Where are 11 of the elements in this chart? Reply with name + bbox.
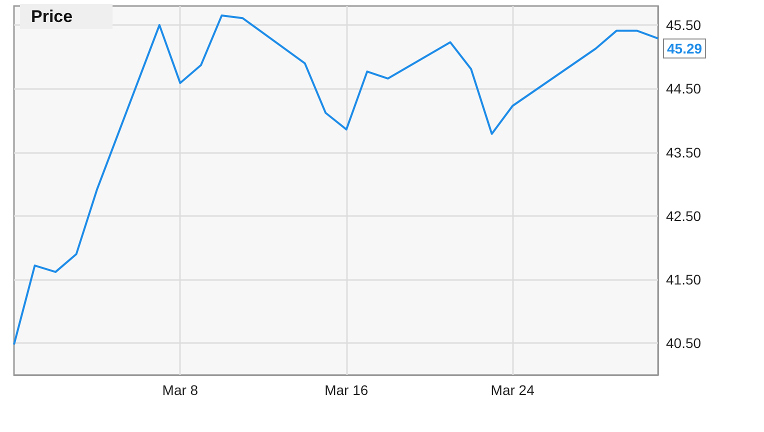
y-tick-label: 41.50 <box>666 272 702 288</box>
y-tick-label: 45.50 <box>666 17 702 34</box>
y-tick-label: 43.50 <box>666 144 702 160</box>
y-tick-label: 40.50 <box>666 335 702 352</box>
y-tick-label: 44.50 <box>666 80 702 97</box>
x-tick-label: Mar 8 <box>162 382 198 398</box>
text: Price <box>31 7 73 26</box>
x-tick-label: Mar 16 <box>324 382 368 398</box>
y-tick-label: 42.50 <box>666 208 702 224</box>
data-label: 45.29 <box>667 40 702 56</box>
x-tick-label: Mar 24 <box>490 382 535 398</box>
